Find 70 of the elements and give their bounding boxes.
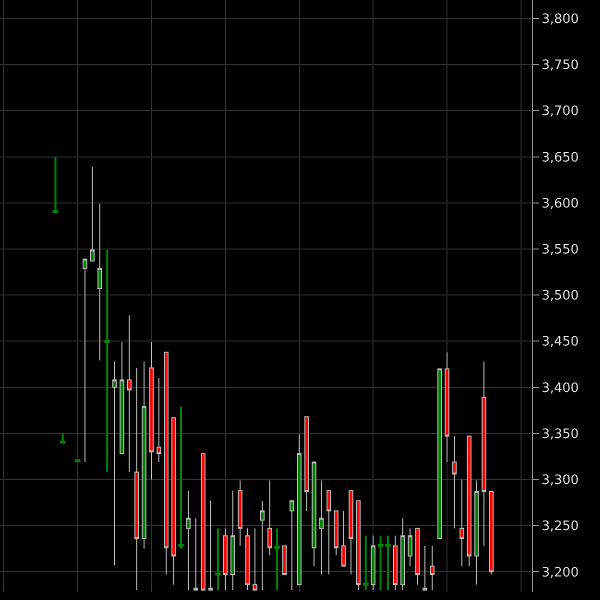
candlestick (267, 480, 272, 556)
candlestick (393, 535, 398, 591)
candlestick (230, 490, 236, 591)
candlestick (238, 480, 242, 546)
candlestick (489, 490, 494, 575)
candlestick (400, 518, 405, 591)
y-tick-label: 3,600 (542, 196, 579, 212)
y-tick-label: 3,800 (542, 12, 579, 27)
candlestick (282, 545, 287, 575)
y-tick-label: 3,650 (542, 150, 579, 166)
candlestick (97, 203, 102, 362)
candlestick (171, 417, 176, 586)
candlestick (452, 436, 457, 529)
y-tick-label: 3,250 (542, 519, 579, 534)
candlestick (90, 166, 95, 262)
candlestick (319, 480, 324, 575)
y-tick-label: 3,500 (542, 288, 579, 304)
candlestick (74, 459, 80, 462)
candlestick (370, 535, 376, 591)
candlestick (194, 518, 198, 591)
candlestick (290, 500, 294, 591)
candlestick (408, 528, 412, 567)
candlestick (444, 352, 450, 462)
candlestick (104, 248, 110, 474)
candlestick (120, 342, 124, 454)
candlestick (460, 479, 464, 567)
candlestick (178, 406, 184, 550)
y-tick-label: 3,550 (542, 242, 579, 258)
y-tick-label: 3,450 (542, 334, 579, 350)
candlestick (326, 490, 332, 575)
candlestick (348, 490, 354, 575)
candlestick (437, 368, 442, 540)
candlestick (127, 314, 132, 473)
candlestick (60, 432, 66, 444)
candlestick (142, 360, 146, 550)
candlestick (334, 510, 338, 556)
candlestick (112, 360, 117, 566)
candlestick (466, 436, 472, 567)
y-tick-label: 3,300 (542, 473, 579, 488)
candlestick (274, 527, 280, 592)
candlestick (260, 500, 265, 591)
candlestick (164, 352, 169, 575)
y-tick-label: 3,700 (542, 104, 579, 120)
candlestick (341, 510, 346, 567)
candlestick (208, 500, 213, 591)
candlestick (200, 453, 206, 591)
candlestick (296, 434, 302, 586)
candlestick (430, 545, 435, 591)
y-tick-label: 3,750 (542, 58, 579, 74)
candlestick (422, 545, 428, 591)
candlestick (215, 527, 221, 592)
candlestick (156, 378, 162, 462)
candlestick (245, 528, 250, 591)
y-tick-label: 3,350 (542, 426, 579, 442)
candlestick (474, 480, 479, 586)
candlestick (134, 367, 139, 591)
candlestick (362, 534, 369, 592)
candlestick (52, 156, 58, 214)
candlestick (223, 528, 228, 591)
candlestick (149, 342, 154, 480)
candlestick (82, 258, 88, 462)
candlestick (312, 461, 316, 567)
candlestick (356, 500, 361, 591)
candlestick (186, 490, 191, 591)
candlestick (304, 416, 309, 512)
y-tick-label: 3,200 (542, 565, 579, 580)
candlestick (415, 528, 420, 586)
y-tick-label: 3,400 (542, 380, 579, 396)
candlestick (482, 360, 486, 546)
candlestick (252, 528, 258, 591)
